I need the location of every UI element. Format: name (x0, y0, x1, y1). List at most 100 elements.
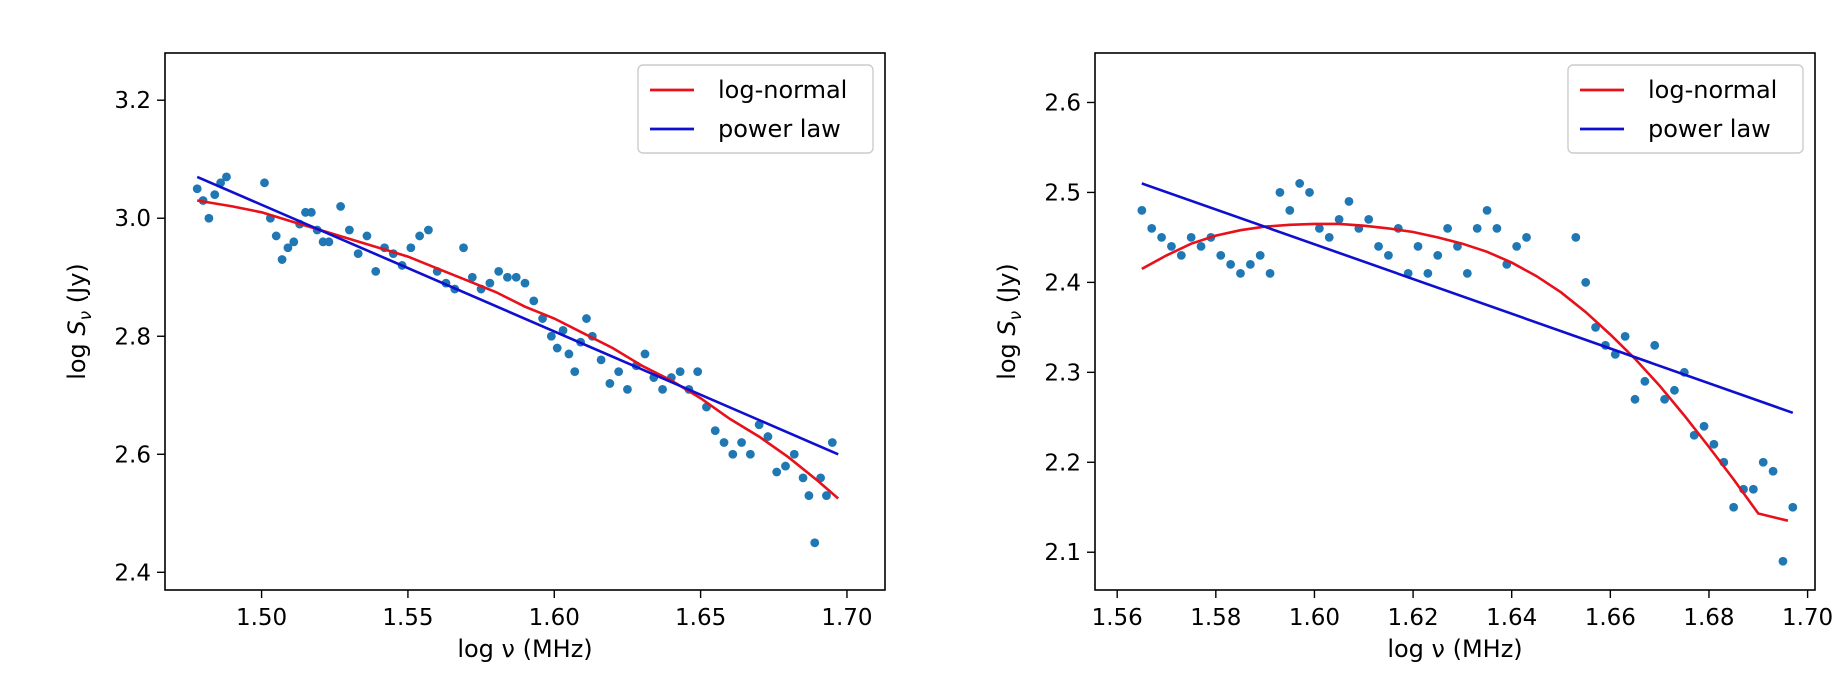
data-point (623, 384, 632, 394)
data-point (1147, 224, 1157, 233)
data-point (1620, 331, 1630, 341)
data-point (1433, 250, 1443, 260)
x-tick-label: 1.55 (382, 605, 433, 631)
data-point (1768, 466, 1778, 476)
data-point (210, 190, 220, 200)
x-tick-label: 1.66 (1585, 605, 1636, 631)
legend-box (1567, 64, 1804, 154)
data-point (1255, 250, 1265, 260)
data-point (1640, 376, 1650, 386)
data-point (772, 467, 782, 477)
data-point (1758, 457, 1768, 467)
data-point (459, 243, 468, 253)
data-point (789, 449, 799, 459)
data-point (192, 184, 202, 194)
data-point (1660, 394, 1669, 404)
x-tick-label: 1.65 (675, 605, 726, 631)
plot-frame (164, 52, 886, 591)
x-tick-label: 1.58 (1190, 605, 1241, 631)
data-point (1472, 224, 1482, 233)
data-point (763, 432, 773, 441)
legend-label: power law (718, 115, 841, 143)
data-point (1167, 241, 1176, 251)
y-tick-label: 2.6 (114, 442, 151, 468)
data-point (494, 266, 504, 276)
data-point (675, 367, 685, 377)
data-point (271, 231, 281, 241)
y-tick-label: 2.6 (1044, 90, 1081, 116)
y-tick-label: 2.2 (1044, 450, 1081, 476)
data-point (1374, 241, 1383, 251)
data-point (1591, 322, 1600, 332)
data-point (564, 349, 574, 359)
data-point (810, 538, 820, 548)
data-points (192, 172, 837, 548)
legend-label: log-normal (1648, 76, 1777, 104)
data-point (520, 278, 530, 288)
x-tick-label: 1.60 (529, 605, 580, 631)
data-point (406, 243, 416, 253)
y-tick-label: 2.4 (114, 560, 151, 586)
data-point (719, 438, 729, 447)
data-point (1324, 232, 1334, 242)
data-point (1630, 394, 1640, 404)
data-point (1423, 268, 1433, 278)
legend: log-normal power law (1567, 64, 1804, 154)
data-point (283, 243, 293, 253)
legend: log-normal power law (637, 64, 874, 154)
x-tick-label: 1.68 (1683, 605, 1734, 631)
series-line-power-law (1141, 182, 1794, 415)
data-point (503, 272, 512, 282)
data-point (552, 343, 562, 353)
data-point (728, 449, 738, 459)
y-tick-label: 3.0 (114, 206, 151, 232)
data-point (1265, 268, 1275, 278)
data-point (353, 249, 363, 259)
x-axis-label: log ν (MHz) (1387, 635, 1522, 663)
data-point (1443, 224, 1453, 233)
y-tick-label: 2.1 (1044, 540, 1081, 566)
data-point (467, 272, 477, 282)
x-tick-label: 1.50 (236, 605, 287, 631)
data-point (798, 473, 808, 483)
y-tick-label: 2.8 (114, 324, 151, 350)
data-point (1699, 421, 1709, 431)
data-point (1196, 241, 1206, 251)
data-point (1137, 206, 1147, 215)
x-axis-label: log ν (MHz) (457, 635, 592, 663)
data-point (1176, 250, 1186, 260)
data-point (1581, 277, 1591, 287)
data-point (1650, 340, 1660, 350)
data-point (1285, 206, 1295, 215)
data-point (1305, 188, 1314, 197)
data-point (344, 225, 354, 235)
data-point (1334, 215, 1344, 224)
data-point (538, 314, 547, 323)
data-point (781, 461, 790, 471)
data-point (336, 202, 346, 211)
data-point (1413, 241, 1423, 251)
data-point (693, 367, 703, 377)
data-point (277, 255, 287, 264)
data-point (204, 213, 214, 223)
legend-label: power law (1648, 115, 1771, 143)
data-point (424, 225, 433, 235)
data-point (1689, 430, 1699, 440)
data-point (1364, 215, 1374, 224)
data-point (511, 272, 521, 282)
legend-label: log-normal (718, 76, 847, 104)
data-point (754, 420, 764, 430)
data-point (737, 438, 746, 447)
legend-box (637, 64, 874, 154)
data-point (1670, 385, 1679, 395)
y-tick-label: 2.5 (1044, 180, 1081, 206)
y-axis-label: log Sν (Jy) (63, 263, 96, 380)
data-point (415, 231, 425, 241)
data-point (596, 355, 606, 365)
data-point (827, 438, 837, 447)
data-point (1226, 259, 1236, 269)
data-point (362, 231, 372, 241)
data-point (324, 237, 334, 247)
y-tick-label: 2.4 (1044, 270, 1081, 296)
